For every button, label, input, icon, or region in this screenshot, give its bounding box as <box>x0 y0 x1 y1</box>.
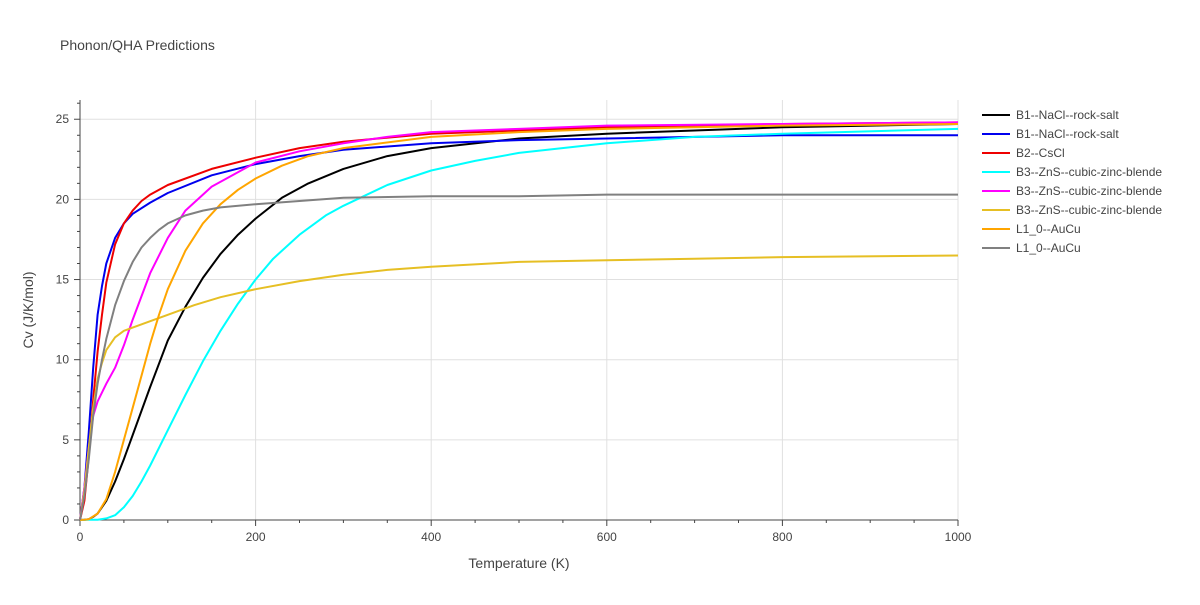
legend-item-3[interactable]: B2--CsCl <box>982 146 1065 160</box>
legend-label: B3--ZnS--cubic-zinc-blende <box>1016 184 1162 198</box>
legend-label: B3--ZnS--cubic-zinc-blende <box>1016 165 1162 179</box>
series-line-7 <box>79 123 959 521</box>
legend-label: B1--NaCl--rock-salt <box>1016 108 1119 122</box>
x-axis-label: Temperature (K) <box>468 555 569 571</box>
legend-label: B3--ZnS--cubic-zinc-blende <box>1016 203 1162 217</box>
legend-label: L1_0--AuCu <box>1016 241 1081 255</box>
series-line-5 <box>79 121 959 521</box>
legend-item-1[interactable]: B1--NaCl--rock-salt <box>982 108 1119 122</box>
y-tick-label: 25 <box>56 112 70 126</box>
y-tick-label: 20 <box>56 192 70 206</box>
y-tick-label: 10 <box>56 353 70 367</box>
legend: B1--NaCl--rock-salt B1--NaCl--rock-salt B2… <box>982 108 1162 255</box>
legend-label: B1--NaCl--rock-salt <box>1016 127 1119 141</box>
x-tick-label: 800 <box>772 530 792 544</box>
y-axis-label: Cv (J/K/mol) <box>20 272 36 349</box>
legend-item-8[interactable]: L1_0--AuCu <box>982 241 1081 255</box>
series-line-2 <box>79 134 958 521</box>
series-line-6 <box>79 254 959 521</box>
legend-label: L1_0--AuCu <box>1016 222 1081 236</box>
axis-layer: 0 200 400 600 800 1000 0 5 10 15 20 25 <box>56 100 972 544</box>
plot-area <box>79 121 959 521</box>
legend-item-7[interactable]: L1_0--AuCu <box>982 222 1081 236</box>
series-line-3 <box>79 121 959 521</box>
series-line-1 <box>79 123 959 521</box>
legend-label: B2--CsCl <box>1016 146 1065 160</box>
chart-title: Phonon/QHA Predictions <box>60 37 215 53</box>
legend-item-4[interactable]: B3--ZnS--cubic-zinc-blende <box>982 165 1162 179</box>
x-tick-label: 1000 <box>945 530 972 544</box>
x-tick-label: 400 <box>421 530 441 544</box>
legend-item-5[interactable]: B3--ZnS--cubic-zinc-blende <box>982 184 1162 198</box>
y-tick-label: 5 <box>62 433 69 447</box>
legend-item-6[interactable]: B3--ZnS--cubic-zinc-blende <box>982 203 1162 217</box>
y-tick-label: 0 <box>62 513 69 527</box>
x-tick-label: 200 <box>246 530 266 544</box>
x-tick-label: 0 <box>77 530 84 544</box>
series-line-4 <box>79 127 959 521</box>
series-line-8 <box>79 193 958 521</box>
x-tick-label: 600 <box>597 530 617 544</box>
y-tick-label: 15 <box>56 273 70 287</box>
legend-item-2[interactable]: B1--NaCl--rock-salt <box>982 127 1119 141</box>
grid-layer <box>80 100 959 520</box>
